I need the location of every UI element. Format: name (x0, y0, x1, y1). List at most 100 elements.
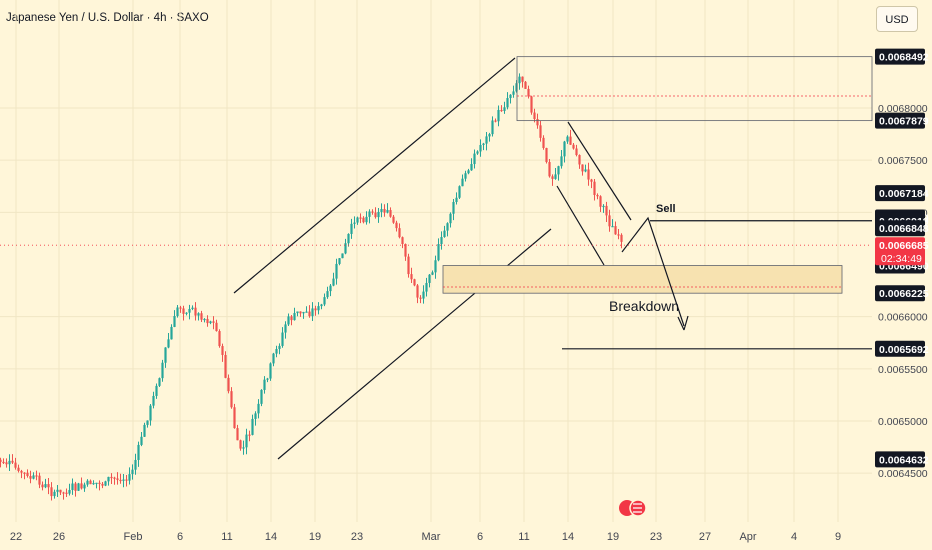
projection-arrowhead (677, 315, 689, 331)
projection-path (621, 216, 685, 327)
candle-body (515, 83, 518, 92)
candle-body (89, 480, 92, 485)
price-tag-label: 0.0067879 (879, 116, 929, 128)
candle-body (539, 125, 542, 138)
candle-body (401, 237, 404, 245)
candle-body (311, 308, 314, 317)
candle-body (569, 136, 572, 145)
candle-body (494, 120, 497, 122)
candle-body (14, 462, 17, 468)
candle-body (2, 461, 5, 464)
candle-body (77, 483, 80, 491)
candle-body (155, 385, 158, 396)
candle-body (611, 226, 614, 228)
candle-body (98, 482, 101, 484)
price-tag-box (875, 340, 925, 357)
candle-body (260, 389, 263, 404)
candle-body (524, 81, 527, 89)
candle-body (110, 476, 113, 479)
candle-body (485, 136, 488, 144)
candle-body (191, 307, 194, 309)
currency-button[interactable]: USD (876, 6, 918, 32)
candle-body (131, 469, 134, 475)
candle-body (476, 151, 479, 154)
support-zone (442, 265, 843, 294)
candle-body (86, 480, 89, 485)
candle-body (74, 483, 77, 491)
candle-body (278, 345, 281, 350)
drawings (0, 56, 873, 460)
time-tick-label: 14 (265, 531, 277, 543)
candle-body (5, 462, 8, 465)
candle-body (158, 378, 161, 386)
candle-body (500, 109, 503, 112)
candle-body (44, 484, 47, 488)
candle-body (323, 297, 326, 305)
candle-body (0, 459, 2, 462)
candle-body (425, 282, 428, 292)
candle-body (605, 205, 608, 216)
candle-body (332, 278, 335, 286)
candle-body (197, 313, 200, 316)
sell-annotation: Sell (656, 203, 676, 215)
candle-body (8, 460, 11, 465)
resistance-zone (516, 56, 873, 122)
candle-body (137, 444, 140, 460)
candle-body (584, 169, 587, 172)
candle-body (566, 136, 569, 142)
candle-body (185, 312, 188, 314)
candle-body (512, 91, 515, 95)
economic-event-icon (619, 499, 647, 517)
candle-body (506, 98, 509, 108)
candle-body (164, 347, 167, 363)
time-tick-label: 22 (10, 531, 22, 543)
candle-body (254, 413, 257, 419)
candle-body (251, 418, 254, 435)
candle-body (290, 316, 293, 321)
candle-body (557, 166, 560, 175)
candle-body (47, 484, 50, 488)
candle-body (272, 353, 275, 364)
candle-body (95, 482, 98, 484)
candle-body (200, 313, 203, 320)
candle-body (380, 209, 383, 212)
event-glyph (633, 503, 642, 513)
candle-body (563, 141, 566, 157)
candle-body (593, 181, 596, 195)
candle-body (362, 217, 365, 223)
price-tag-label: 0.0065692 (879, 344, 929, 356)
candle-body (236, 428, 239, 441)
candle-body (194, 307, 197, 316)
candle-body (293, 313, 296, 321)
grid-lines (0, 0, 872, 522)
time-tick-label: Mar (422, 531, 441, 543)
candle-body (371, 211, 374, 213)
candle-body (491, 120, 494, 135)
candle-body (62, 492, 65, 494)
candle-body (461, 178, 464, 187)
candle-body (122, 479, 125, 481)
candle-body (182, 308, 185, 314)
time-axis[interactable]: 22 26 Feb 6 11 14 19 23 Mar 6 11 14 19 23 27 Apr 4 9 (10, 531, 841, 543)
candle-body (284, 324, 287, 333)
price-tag-box (875, 451, 925, 468)
candle-body (386, 210, 389, 213)
candle-body (392, 216, 395, 223)
candle-body (20, 470, 23, 473)
candle-body (149, 405, 152, 421)
candle-body (248, 434, 251, 436)
candle-body (281, 332, 284, 346)
candle-body (548, 162, 551, 177)
candle-body (344, 243, 347, 254)
candle-body (107, 476, 110, 482)
candle-body (335, 263, 338, 279)
candle-body (326, 291, 329, 298)
price-axis[interactable]: 0.00680000.00675000.00670000.00660000.00… (875, 48, 929, 480)
candle-body (437, 244, 440, 261)
candle-body (443, 230, 446, 238)
candle-body (179, 307, 182, 309)
candle-body (413, 279, 416, 286)
candle-body (587, 169, 590, 180)
price-tag-box (875, 48, 925, 65)
